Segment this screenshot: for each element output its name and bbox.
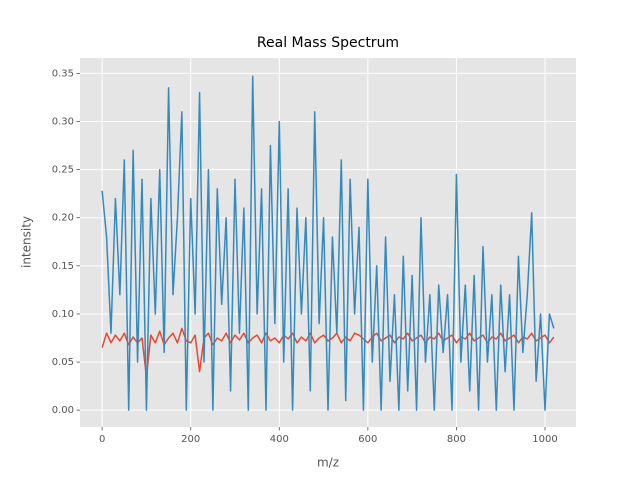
x-tick-label: 400 <box>270 434 289 445</box>
y-tick-label: 0.15 <box>52 261 74 272</box>
x-tick-label: 600 <box>358 434 377 445</box>
y-axis-label: intensity <box>20 216 34 268</box>
series-line <box>101 327 555 378</box>
y-tick-label: 0.35 <box>52 68 74 79</box>
y-tick-label: 0.05 <box>52 357 74 368</box>
x-tick-label: 1000 <box>532 434 557 445</box>
y-tick-label: 0.00 <box>52 405 74 416</box>
x-tick-label: 200 <box>181 434 200 445</box>
y-tick-label: 0.10 <box>52 309 74 320</box>
plot-area <box>80 58 576 427</box>
x-axis-label: m/z <box>317 456 339 470</box>
y-tick-label: 0.25 <box>52 165 74 176</box>
y-tick-label: 0.20 <box>52 213 74 224</box>
x-tick-label: 800 <box>447 434 466 445</box>
x-tick-label: 0 <box>99 434 105 445</box>
chart-title: Real Mass Spectrum <box>257 35 399 51</box>
series-line <box>101 75 555 411</box>
y-tick-label: 0.30 <box>52 117 74 128</box>
